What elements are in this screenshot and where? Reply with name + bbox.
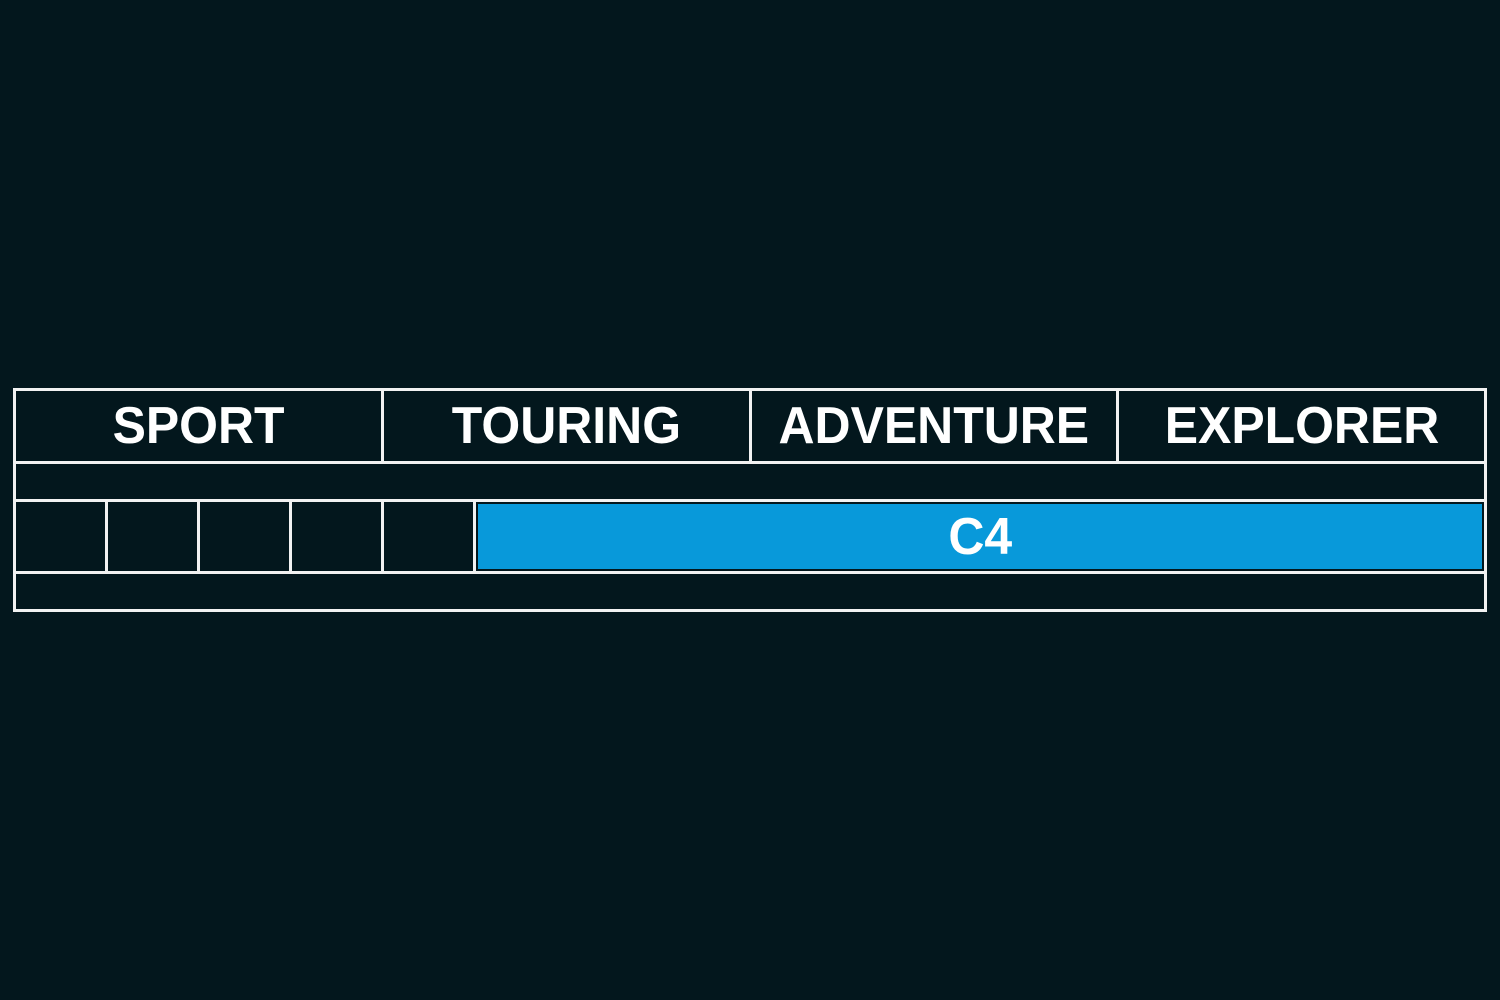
range-bar-label: C4: [948, 507, 1012, 566]
c4-range-bar: C4: [476, 502, 1484, 571]
spacer-row-bottom: [16, 574, 1484, 609]
category-header-sport: SPORT: [16, 391, 381, 461]
grid-cell: [200, 502, 289, 571]
category-label-adventure: ADVENTURE: [778, 397, 1090, 455]
grid-cell: [108, 502, 197, 571]
spacer-row-top: [16, 464, 1484, 499]
range-bar-row: C4: [16, 502, 1484, 571]
category-header-touring: TOURING: [383, 391, 749, 461]
grid-cell: [292, 502, 381, 571]
category-label-touring: TOURING: [451, 397, 681, 455]
category-header-explorer: EXPLORER: [1119, 391, 1484, 461]
grid-cell: [384, 502, 473, 571]
category-header-adventure: ADVENTURE: [751, 391, 1117, 461]
category-label-explorer: EXPLORER: [1164, 397, 1439, 455]
category-range-chart: SPORT TOURING ADVENTURE EXPLORER C4: [13, 388, 1487, 612]
category-header-row: SPORT TOURING ADVENTURE EXPLORER: [16, 391, 1484, 461]
category-label-sport: SPORT: [112, 397, 285, 455]
grid-cell: [16, 502, 105, 571]
